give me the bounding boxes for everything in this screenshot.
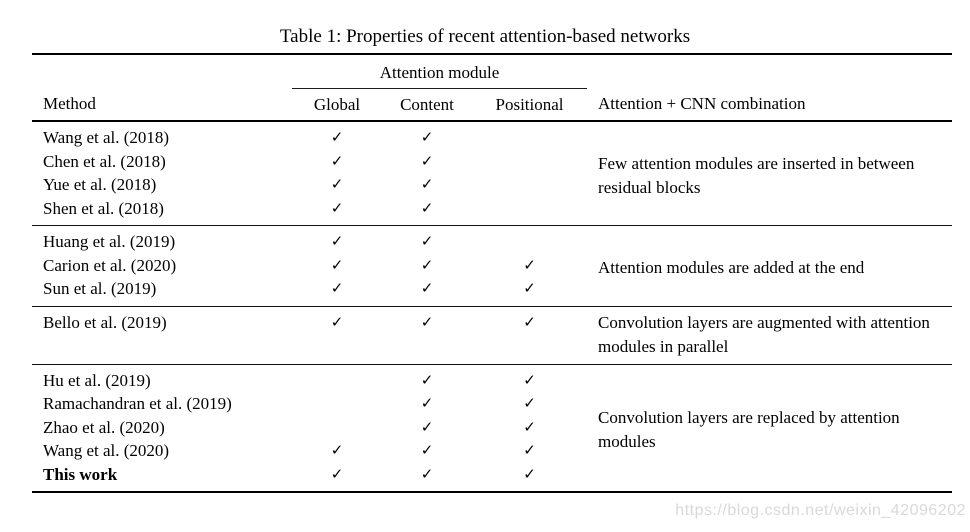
empty-cell [32,54,292,88]
method-cell: Hu et al. (2019) [43,370,151,390]
check-icon-global: ✓ [330,464,344,483]
check-icon-positional: ✓ [523,417,536,436]
method-cell: Sun et al. (2019) [43,279,157,298]
check-icon-global [292,392,382,416]
check-icon-positional [472,150,587,174]
check-icon-content: ✓ [420,312,434,331]
check-icon-content: ✓ [420,232,434,250]
method-cell: Wang et al. (2020) [43,441,170,460]
check-icon-global: ✓ [330,312,344,331]
check-icon-positional [472,173,587,197]
group-note: Attention modules are added at the end [598,257,865,277]
method-cell: Zhao et al. (2020) [43,417,165,437]
method-cell: Chen et al. (2018) [43,151,166,171]
table-row: Yue et al. (2018) ✓ ✓ [32,173,952,197]
check-icon-global: ✓ [330,232,344,250]
check-icon-content: ✓ [420,151,434,170]
check-icon-global: ✓ [330,128,344,146]
check-icon-positional: ✓ [523,279,536,297]
check-icon-global [292,364,382,392]
table-row: Hu et al. (2019) ✓ ✓ Convolution layers … [32,364,952,451]
check-icon-content: ✓ [420,198,434,217]
csdn-watermark: https://blog.csdn.net/weixin_42096202 [675,502,966,519]
group-added-at-the-end: Huang et al. (2019) ✓ ✓ Attention module… [32,225,953,307]
check-icon-content: ✓ [420,279,434,297]
group-note: Convolution layers are augmented with at… [598,312,930,356]
table-row: Ramachandran et al. (2019) ✓ ✓ [32,392,952,416]
check-icon-positional [472,197,587,226]
properties-table: Attention module Method Global Content P… [32,53,953,493]
check-icon-content: ✓ [420,255,434,274]
table-row: Huang et al. (2019) ✓ ✓ Attention module… [32,226,952,277]
check-icon-positional [472,121,587,150]
check-icon-positional: ✓ [523,312,536,331]
table-row: Zhao et al. (2020) ✓ ✓ [32,416,952,440]
group-inserted-between-residual-blocks: Wang et al. (2018) ✓ ✓ Few attention mod… [32,121,953,226]
check-icon-positional: ✓ [523,394,536,412]
group-replaced-by-attention: Hu et al. (2019) ✓ ✓ Convolution layers … [32,364,953,493]
check-icon-positional: ✓ [523,464,536,483]
check-icon-positional [472,226,587,254]
table-row: Wang et al. (2018) ✓ ✓ Few attention mod… [32,121,952,197]
empty-cell [587,54,952,88]
table-row: Wang et al. (2020) ✓ ✓ ✓ [32,439,952,463]
method-cell: Shen et al. (2018) [43,198,164,218]
check-icon-content: ✓ [420,128,434,146]
column-header-row: Method Global Content Positional Attenti… [32,88,953,122]
method-cell: Huang et al. (2019) [43,232,176,251]
method-cell: This work [43,464,118,484]
table-row: Carion et al. (2020) ✓ ✓ ✓ [32,254,952,278]
check-icon-content: ✓ [420,464,434,483]
group-note: Few attention modules are inserted in be… [598,153,915,197]
check-icon-global: ✓ [330,198,344,217]
group-note: Convolution layers are replaced by atten… [598,407,900,451]
table-row: Chen et al. (2018) ✓ ✓ [32,150,952,174]
method-cell: Wang et al. (2018) [43,128,170,147]
check-icon-content: ✓ [420,175,434,193]
properties-table-wrapper: Attention module Method Global Content P… [32,53,953,493]
check-icon-global: ✓ [330,255,344,274]
check-icon-content: ✓ [420,441,434,459]
column-header-combination: Attention + CNN combination [587,88,953,122]
table-row: Bello et al. (2019) ✓ ✓ ✓ Convolution la… [32,306,952,364]
method-cell: Bello et al. (2019) [43,312,167,332]
check-icon-positional: ✓ [523,255,536,274]
method-cell: Ramachandran et al. (2019) [43,394,232,413]
check-icon-content: ✓ [420,417,434,436]
check-icon-positional: ✓ [523,370,536,389]
check-icon-global: ✓ [330,279,344,297]
attention-module-span-row: Attention module [32,54,952,89]
column-header-global: Global [292,88,382,122]
check-icon-positional: ✓ [523,441,536,459]
column-header-content: Content [382,88,472,122]
method-cell: Carion et al. (2020) [43,255,177,275]
table-row: Shen et al. (2018) ✓ ✓ [32,197,952,226]
check-icon-content: ✓ [420,394,434,412]
column-header-positional: Positional [472,88,588,122]
column-header-method: Method [32,88,292,122]
table-caption: Table 1: Properties of recent attention-… [279,26,691,47]
table-header: Attention module Method Global Content P… [32,54,953,122]
attention-module-span-header: Attention module [292,54,588,89]
table-row-this-work: This work ✓ ✓ ✓ [32,463,952,493]
check-icon-global: ✓ [330,441,344,459]
check-icon-content: ✓ [420,370,434,389]
check-icon-global: ✓ [330,151,344,170]
check-icon-global [292,416,382,440]
group-augmented-in-parallel: Bello et al. (2019) ✓ ✓ ✓ Convolution la… [32,306,953,364]
method-cell: Yue et al. (2018) [43,175,157,194]
table-row: Sun et al. (2019) ✓ ✓ ✓ [32,277,952,306]
check-icon-global: ✓ [330,175,344,193]
